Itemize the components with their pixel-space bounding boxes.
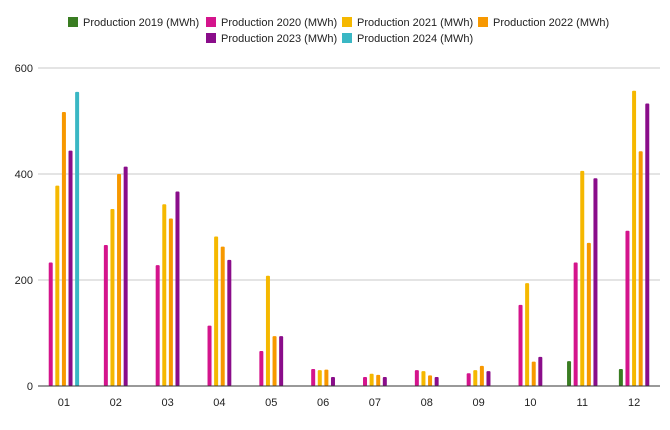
x-tick-label: 08 (421, 397, 433, 409)
bar-production-2021-mwh-01[interactable] (55, 185, 60, 386)
bar-production-2023-mwh-11[interactable] (593, 178, 598, 386)
y-tick-label: 200 (15, 275, 33, 287)
bar-production-2020-mwh-07[interactable] (363, 376, 368, 386)
y-tick-label: 600 (15, 63, 33, 75)
bar-production-2021-mwh-12[interactable] (632, 90, 637, 386)
bar-production-2020-mwh-10[interactable] (518, 304, 523, 386)
x-tick-label: 09 (472, 397, 484, 409)
legend-swatch (342, 17, 352, 27)
legend-swatch (206, 33, 216, 43)
bar-production-2020-mwh-12[interactable] (625, 230, 630, 386)
bar-production-2020-mwh-01[interactable] (48, 262, 53, 386)
bar-production-2021-mwh-08[interactable] (421, 371, 426, 386)
legend-label: Production 2022 (MWh) (493, 17, 609, 29)
bar-production-2020-mwh-05[interactable] (259, 351, 264, 386)
bar-production-2021-mwh-09[interactable] (473, 370, 478, 386)
bar-production-2019-mwh-11[interactable] (567, 361, 572, 386)
legend-label: Production 2023 (MWh) (221, 33, 337, 45)
legend-label: Production 2021 (MWh) (357, 17, 473, 29)
gridlines (38, 67, 660, 281)
x-tick-label: 04 (213, 397, 225, 409)
bar-production-2021-mwh-05[interactable] (265, 275, 270, 386)
bar-production-2022-mwh-08[interactable] (428, 375, 433, 386)
bar-production-2022-mwh-11[interactable] (586, 242, 591, 386)
bar-production-2023-mwh-05[interactable] (279, 336, 284, 386)
legend-item-production-2019-mwh[interactable]: Production 2019 (MWh) (68, 17, 199, 29)
bar-production-2023-mwh-02[interactable] (123, 166, 128, 386)
bar-production-2019-mwh-12[interactable] (618, 369, 623, 386)
bar-production-2022-mwh-06[interactable] (324, 369, 329, 386)
legend-label: Production 2020 (MWh) (221, 17, 337, 29)
bar-production-2023-mwh-07[interactable] (382, 376, 387, 386)
x-tick-label: 01 (58, 397, 70, 409)
legend-label: Production 2024 (MWh) (357, 33, 473, 45)
bar-production-2020-mwh-02[interactable] (103, 245, 108, 386)
x-tick-label: 03 (161, 397, 173, 409)
bar-production-2022-mwh-12[interactable] (638, 151, 643, 386)
bar-production-2021-mwh-04[interactable] (214, 236, 219, 386)
bar-production-2022-mwh-07[interactable] (376, 374, 381, 386)
bar-production-2021-mwh-07[interactable] (369, 373, 374, 386)
bar-production-2021-mwh-10[interactable] (525, 283, 530, 386)
bars (48, 90, 650, 387)
bar-production-2023-mwh-04[interactable] (227, 259, 232, 386)
x-tick-label: 10 (524, 397, 536, 409)
bar-production-2023-mwh-10[interactable] (538, 356, 543, 386)
y-tick-label: 0 (27, 381, 33, 393)
bar-production-2024-mwh-01[interactable] (75, 91, 80, 386)
bar-production-2021-mwh-03[interactable] (162, 204, 167, 386)
x-tick-label: 06 (317, 397, 329, 409)
x-tick-label: 12 (628, 397, 640, 409)
bar-production-2021-mwh-02[interactable] (110, 208, 115, 386)
x-tick-label: 05 (265, 397, 277, 409)
bar-production-2023-mwh-03[interactable] (175, 191, 180, 386)
legend: Production 2019 (MWh) Production 2020 (MW… (68, 17, 609, 45)
y-tick-label: 400 (15, 169, 33, 181)
x-tick-label: 02 (110, 397, 122, 409)
bar-production-2022-mwh-03[interactable] (168, 218, 173, 386)
y-axis-ticks: 0 200 400 600 (15, 63, 33, 393)
bar-production-2020-mwh-03[interactable] (155, 265, 160, 386)
legend-item-production-2022-mwh[interactable]: Production 2022 (MWh) (478, 17, 609, 29)
bar-production-2023-mwh-01[interactable] (68, 150, 73, 386)
legend-swatch (206, 17, 216, 27)
legend-swatch (478, 17, 488, 27)
x-axis-ticks: 01 02 03 04 05 06 07 08 09 10 11 12 (58, 397, 640, 409)
bar-production-2022-mwh-04[interactable] (220, 246, 225, 386)
bar-production-2021-mwh-06[interactable] (317, 370, 322, 386)
bar-production-2020-mwh-08[interactable] (414, 370, 419, 386)
bar-production-2022-mwh-09[interactable] (479, 365, 484, 386)
bar-production-2022-mwh-05[interactable] (272, 336, 277, 386)
bar-production-2022-mwh-10[interactable] (531, 361, 536, 386)
bar-production-2020-mwh-09[interactable] (466, 373, 471, 386)
legend-item-production-2021-mwh[interactable]: Production 2021 (MWh) (342, 17, 473, 29)
legend-item-production-2023-mwh[interactable]: Production 2023 (MWh) (206, 33, 337, 45)
x-tick-label: 07 (369, 397, 381, 409)
bar-production-2023-mwh-12[interactable] (645, 103, 650, 386)
bar-production-2023-mwh-08[interactable] (434, 376, 439, 386)
x-tick-label: 11 (577, 397, 588, 409)
bar-production-2021-mwh-11[interactable] (580, 170, 585, 386)
bar-production-2022-mwh-02[interactable] (117, 174, 122, 386)
bar-production-2023-mwh-09[interactable] (486, 371, 491, 386)
legend-item-production-2020-mwh[interactable]: Production 2020 (MWh) (206, 17, 337, 29)
bar-production-2020-mwh-06[interactable] (311, 369, 316, 386)
bar-production-2023-mwh-06[interactable] (330, 376, 335, 386)
legend-item-production-2024-mwh[interactable]: Production 2024 (MWh) (342, 33, 473, 45)
legend-label: Production 2019 (MWh) (83, 17, 199, 29)
bar-production-2020-mwh-11[interactable] (573, 262, 578, 386)
legend-swatch (342, 33, 352, 43)
bar-production-2022-mwh-01[interactable] (61, 111, 66, 387)
legend-swatch (68, 17, 78, 27)
bar-production-2020-mwh-04[interactable] (207, 325, 212, 386)
